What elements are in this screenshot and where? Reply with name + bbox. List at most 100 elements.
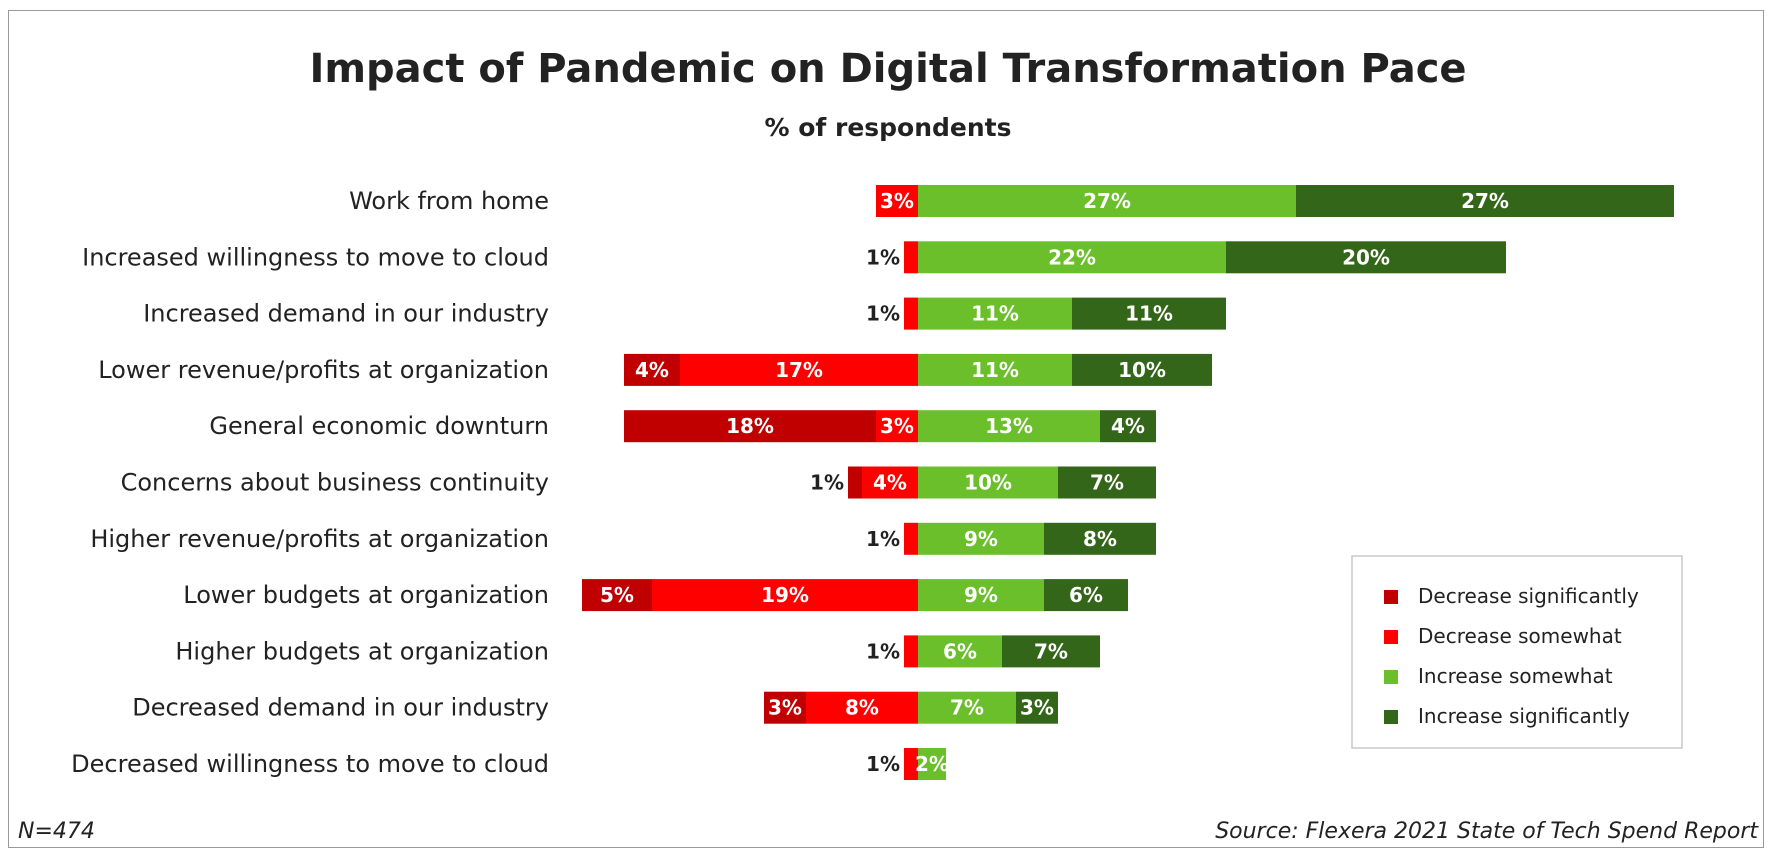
- bar-decrease-somewhat: [680, 353, 918, 386]
- data-label: 1%: [866, 302, 900, 326]
- bar-increase-significantly: [1296, 185, 1674, 217]
- data-label: 7%: [1090, 471, 1124, 495]
- bar-increase-somewhat: [918, 579, 1044, 612]
- bar-increase-significantly: [1002, 635, 1100, 668]
- bar-increase-somewhat: [918, 635, 1002, 668]
- chart-title: Impact of Pandemic on Digital Transforma…: [309, 46, 1466, 92]
- bar-increase-significantly: [1044, 579, 1128, 612]
- bar-increase-somewhat: [918, 297, 1072, 330]
- data-label: 1%: [810, 471, 844, 495]
- bar-decrease-somewhat: [904, 522, 918, 555]
- bar-decrease-somewhat: [652, 579, 918, 612]
- category-label: Higher revenue/profits at organization: [90, 525, 549, 553]
- data-label: 6%: [943, 639, 977, 663]
- data-label: 11%: [971, 358, 1019, 382]
- category-label: Concerns about business continuity: [121, 469, 549, 497]
- source-note: Source: Flexera 2021 State of Tech Spend…: [1215, 819, 1759, 844]
- bar-decrease-significantly: [582, 579, 652, 612]
- bar-decrease-somewhat: [904, 635, 918, 668]
- bars-group: Work from home 3% 27% 27% Increased willingn…: [71, 185, 1674, 780]
- data-label: 4%: [1111, 414, 1145, 438]
- data-label: 1%: [866, 752, 900, 776]
- category-label: Lower revenue/profits at organization: [98, 356, 549, 384]
- bar-increase-somewhat: [918, 748, 946, 780]
- data-label: 7%: [950, 696, 984, 720]
- bar-increase-significantly: [1058, 466, 1156, 499]
- data-label: 4%: [873, 471, 907, 495]
- bar-decrease-significantly: [848, 466, 862, 499]
- category-label: Decreased willingness to move to cloud: [71, 750, 549, 778]
- legend-swatch: [1384, 670, 1398, 684]
- legend-swatch: [1384, 710, 1398, 724]
- data-label: 5%: [600, 583, 634, 607]
- data-label: 20%: [1342, 245, 1390, 269]
- bar-decrease-somewhat: [876, 185, 918, 217]
- category-label: Work from home: [349, 187, 549, 215]
- legend-swatch: [1384, 630, 1398, 644]
- category-label: General economic downturn: [209, 412, 549, 440]
- bar-increase-somewhat: [918, 466, 1058, 499]
- bar-increase-significantly: [1016, 691, 1058, 724]
- data-label: 10%: [1118, 358, 1166, 382]
- bar-decrease-significantly: [624, 410, 876, 443]
- bar-decrease-significantly: [764, 691, 806, 724]
- data-label: 27%: [1461, 189, 1509, 213]
- data-label: 2%: [915, 752, 949, 776]
- legend: Decrease significantly Decrease somewhat I…: [1351, 555, 1683, 749]
- data-label: 11%: [971, 302, 1019, 326]
- category-label: Decreased demand in our industry: [132, 694, 549, 722]
- sample-size-note: N=474: [18, 819, 95, 844]
- bar-decrease-somewhat: [862, 466, 918, 499]
- data-label: 6%: [1069, 583, 1103, 607]
- data-label: 7%: [1034, 639, 1068, 663]
- bar-increase-significantly: [1226, 241, 1506, 274]
- legend-swatch: [1384, 590, 1398, 604]
- bar-increase-significantly: [1072, 297, 1226, 330]
- data-label: 10%: [964, 471, 1012, 495]
- data-label: 22%: [1048, 245, 1096, 269]
- bar-increase-somewhat: [918, 691, 1016, 724]
- data-label: 13%: [985, 414, 1033, 438]
- data-label: 9%: [964, 583, 998, 607]
- bar-increase-significantly: [1044, 522, 1156, 555]
- legend-label: Increase somewhat: [1418, 664, 1613, 688]
- data-label: 1%: [866, 245, 900, 269]
- category-label: Increased demand in our industry: [143, 300, 549, 328]
- data-label: 3%: [768, 696, 802, 720]
- data-label: 8%: [845, 696, 879, 720]
- category-label: Increased willingness to move to cloud: [82, 243, 549, 271]
- data-label: 3%: [880, 414, 914, 438]
- data-label: 17%: [775, 358, 823, 382]
- data-label: 27%: [1083, 189, 1131, 213]
- data-label: 3%: [880, 189, 914, 213]
- category-label: Higher budgets at organization: [175, 637, 549, 665]
- bar-increase-significantly: [1100, 410, 1156, 443]
- bar-decrease-somewhat: [876, 410, 918, 443]
- data-label: 19%: [761, 583, 809, 607]
- category-label: Lower budgets at organization: [183, 581, 549, 609]
- bar-decrease-significantly: [624, 353, 680, 386]
- legend-label: Decrease somewhat: [1418, 624, 1622, 648]
- data-label: 3%: [1020, 696, 1054, 720]
- data-label: 8%: [1083, 527, 1117, 551]
- bar-decrease-somewhat: [904, 297, 918, 330]
- data-label: 11%: [1125, 302, 1173, 326]
- bar-increase-somewhat: [918, 185, 1296, 217]
- legend-label: Decrease significantly: [1418, 584, 1639, 608]
- bar-increase-somewhat: [918, 353, 1072, 386]
- chart-subtitle: % of respondents: [764, 113, 1011, 142]
- bar-decrease-somewhat: [904, 748, 918, 780]
- data-label: 1%: [866, 527, 900, 551]
- bar-decrease-somewhat: [904, 241, 918, 274]
- bar-increase-significantly: [1072, 353, 1212, 386]
- bar-increase-somewhat: [918, 241, 1226, 274]
- bar-increase-somewhat: [918, 522, 1044, 555]
- data-label: 9%: [964, 527, 998, 551]
- legend-box: [1351, 555, 1683, 749]
- data-label: 4%: [635, 358, 669, 382]
- data-label: 18%: [726, 414, 774, 438]
- bar-decrease-somewhat: [806, 691, 918, 724]
- bar-increase-somewhat: [918, 410, 1100, 443]
- data-label: 1%: [866, 639, 900, 663]
